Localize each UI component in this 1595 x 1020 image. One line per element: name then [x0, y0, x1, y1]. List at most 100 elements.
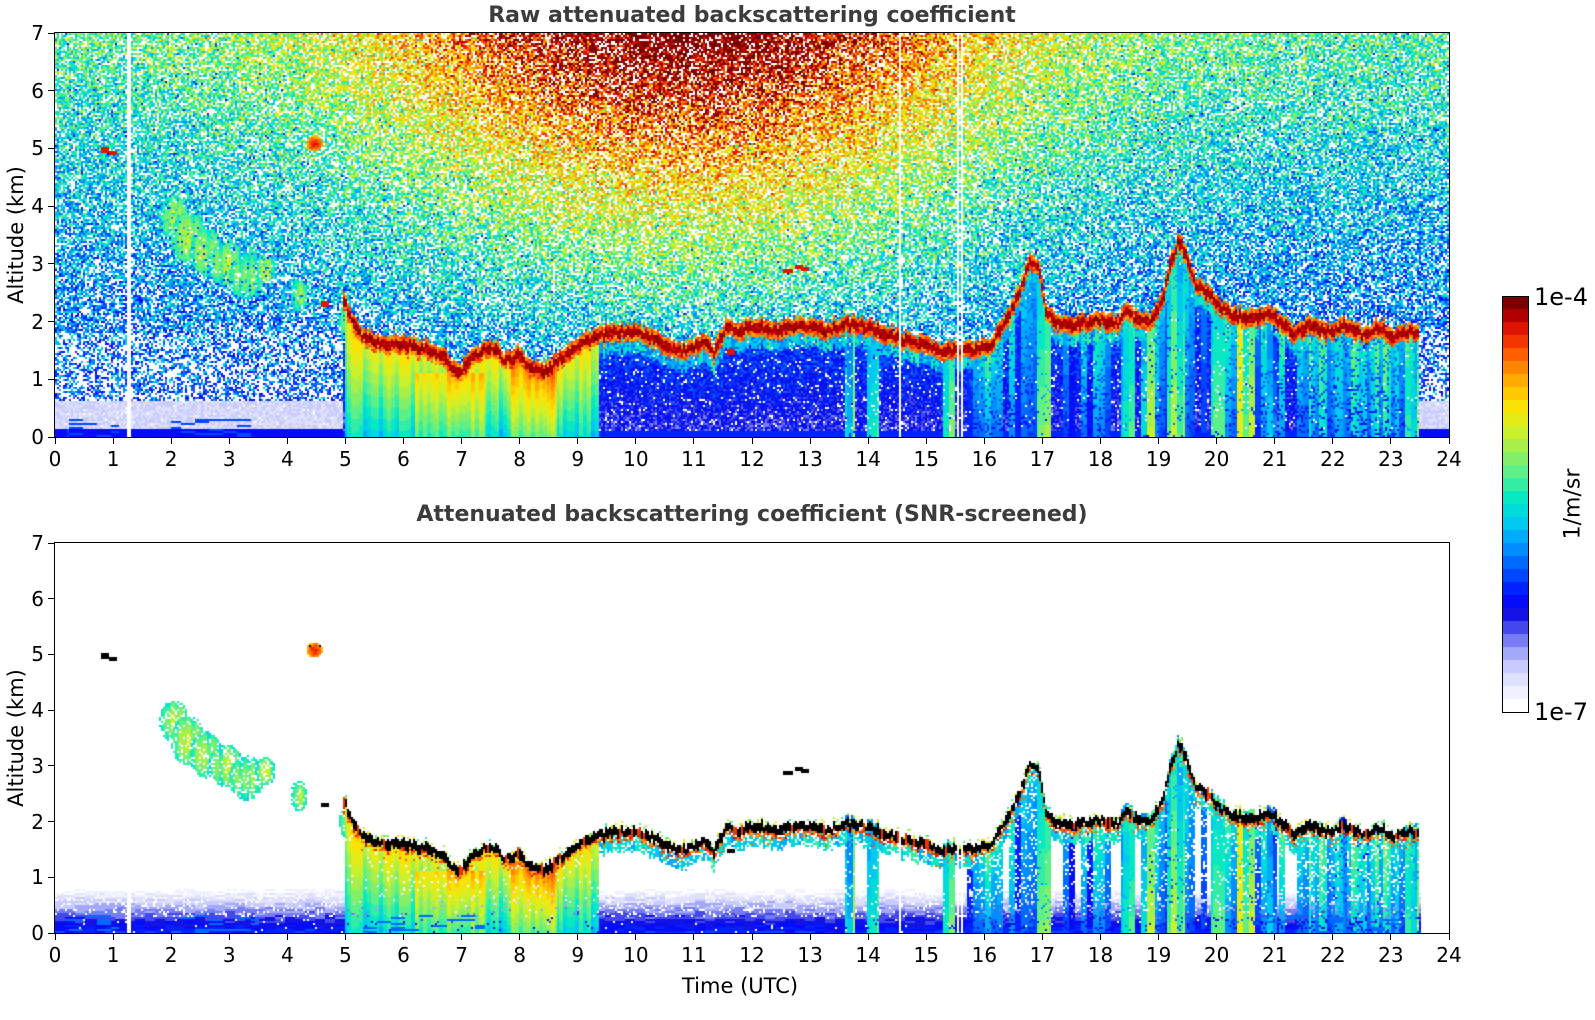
- x-tick-label: 22: [1320, 943, 1346, 967]
- y-tick-mark: [48, 653, 54, 655]
- x-tick-mark: [286, 934, 288, 940]
- x-tick-mark: [1041, 934, 1043, 940]
- x-tick-mark: [1100, 934, 1101, 940]
- x-tick-label: 21: [1262, 447, 1288, 471]
- x-tick-label: 1: [106, 943, 120, 967]
- x-axis-label: Time (UTC): [682, 974, 799, 998]
- screened-backscatter-heatmap: [55, 543, 1449, 933]
- y-tick-label: 2: [31, 809, 44, 834]
- x-tick-label: 2: [164, 943, 178, 967]
- x-tick-mark: [1448, 438, 1450, 444]
- x-tick-mark: [403, 438, 404, 444]
- x-tick-mark: [867, 934, 869, 940]
- x-tick-label: 1: [106, 447, 120, 471]
- y-tick-label: 3: [31, 251, 44, 276]
- x-tick-label: 22: [1320, 447, 1346, 471]
- x-tick-mark: [403, 934, 404, 940]
- x-tick-label: 8: [513, 943, 527, 967]
- x-tick-label: 18: [1087, 943, 1114, 967]
- x-tick-label: 0: [48, 943, 62, 967]
- x-tick-label: 11: [681, 943, 707, 967]
- screened-y-axis-label: Altitude (km): [4, 669, 28, 807]
- x-tick-label: 3: [222, 447, 236, 471]
- x-tick-mark: [1332, 934, 1334, 940]
- x-tick-mark: [635, 438, 637, 444]
- x-tick-mark: [1274, 438, 1276, 444]
- screened-panel-title: Attenuated backscattering coefficient (S…: [416, 502, 1088, 527]
- x-tick-mark: [170, 934, 172, 940]
- x-tick-label: 11: [681, 447, 707, 471]
- x-tick-mark: [693, 438, 695, 444]
- y-tick-label: 7: [31, 21, 44, 45]
- colorbar-unit-label: 1/m/sr: [1560, 468, 1586, 540]
- y-tick-mark: [48, 765, 54, 767]
- y-tick-mark: [48, 263, 54, 265]
- y-tick-mark: [48, 709, 54, 711]
- x-tick-mark: [693, 934, 695, 940]
- x-tick-label: 16: [971, 447, 998, 471]
- x-tick-label: 4: [280, 447, 294, 471]
- x-tick-label: 2: [164, 447, 178, 471]
- x-tick-label: 7: [455, 447, 468, 471]
- x-tick-label: 17: [1029, 447, 1056, 471]
- x-tick-label: 23: [1378, 447, 1404, 471]
- x-tick-label: 17: [1029, 943, 1056, 967]
- x-tick-mark: [286, 438, 288, 444]
- x-tick-mark: [1390, 934, 1392, 940]
- x-tick-label: 24: [1436, 447, 1462, 471]
- x-tick-label: 4: [280, 943, 294, 967]
- x-tick-label: 12: [739, 943, 765, 967]
- x-tick-label: 9: [571, 943, 585, 967]
- raw-panel-title: Raw attenuated backscattering coefficien…: [488, 3, 1016, 28]
- x-tick-mark: [170, 438, 172, 444]
- x-tick-mark: [809, 934, 811, 940]
- y-tick-label: 2: [31, 309, 44, 334]
- x-tick-mark: [1158, 438, 1160, 444]
- x-tick-mark: [54, 438, 56, 444]
- x-tick-mark: [867, 438, 869, 444]
- x-tick-mark: [635, 934, 637, 940]
- y-tick-label: 1: [31, 865, 44, 890]
- y-tick-mark: [48, 378, 54, 380]
- y-tick-label: 6: [31, 586, 44, 611]
- y-tick-label: 1: [31, 367, 44, 392]
- x-tick-mark: [751, 438, 753, 444]
- x-tick-mark: [577, 438, 579, 444]
- screened-panel: [54, 542, 1450, 934]
- raw-backscatter-heatmap: [55, 33, 1449, 437]
- x-tick-label: 14: [855, 447, 881, 471]
- colorbar-max-label: 1e-4: [1534, 283, 1588, 311]
- y-tick-label: 0: [31, 425, 44, 449]
- x-tick-label: 23: [1378, 943, 1404, 967]
- y-tick-label: 7: [31, 531, 44, 555]
- x-tick-label: 7: [455, 943, 468, 967]
- x-tick-mark: [925, 438, 927, 444]
- x-tick-label: 14: [855, 943, 881, 967]
- x-tick-mark: [751, 934, 753, 940]
- colorbar: [1502, 296, 1529, 713]
- x-tick-mark: [1274, 934, 1276, 940]
- colorbar-gradient: [1503, 297, 1528, 712]
- y-tick-mark: [48, 542, 54, 544]
- x-tick-mark: [228, 934, 230, 940]
- x-tick-mark: [1100, 438, 1101, 444]
- x-tick-mark: [1158, 934, 1160, 940]
- x-tick-label: 24: [1436, 943, 1462, 967]
- x-tick-label: 10: [623, 943, 649, 967]
- x-tick-label: 15: [913, 943, 939, 967]
- y-tick-label: 6: [31, 78, 44, 103]
- x-tick-label: 21: [1262, 943, 1288, 967]
- y-tick-mark: [48, 205, 54, 207]
- y-tick-mark: [48, 90, 54, 92]
- x-tick-label: 19: [1145, 943, 1172, 967]
- x-tick-label: 10: [623, 447, 649, 471]
- y-tick-label: 5: [31, 136, 44, 161]
- x-tick-mark: [1041, 438, 1043, 444]
- x-tick-label: 8: [513, 447, 527, 471]
- x-tick-mark: [1448, 934, 1450, 940]
- x-tick-mark: [1390, 438, 1392, 444]
- x-tick-label: 5: [339, 943, 352, 967]
- x-tick-label: 6: [397, 447, 410, 471]
- x-tick-label: 16: [971, 943, 998, 967]
